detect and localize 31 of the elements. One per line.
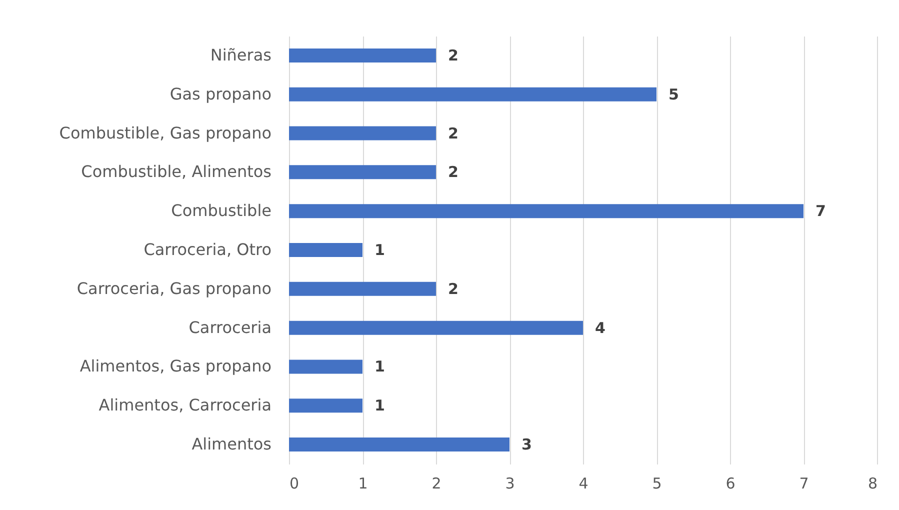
- y-tick-label: Alimentos, Gas propano: [80, 356, 272, 376]
- data-label: 2: [448, 124, 458, 142]
- data-label: 3: [522, 436, 532, 454]
- y-tick-label: Niñeras: [210, 45, 272, 64]
- x-tick-label: 4: [578, 474, 588, 492]
- data-label: 1: [374, 396, 385, 415]
- data-label: 5: [668, 85, 679, 104]
- y-tick-label: Carroceria, Otro: [144, 240, 272, 259]
- y-tick-label: Combustible, Gas propano: [59, 123, 272, 142]
- y-tick-label: Carroceria: [188, 318, 272, 337]
- y-tick-label: Alimentos, Carroceria: [98, 396, 272, 415]
- data-label: 4: [595, 318, 606, 337]
- data-label: 2: [448, 46, 458, 64]
- y-tick-label: Combustible: [171, 201, 272, 220]
- x-tick-label: 1: [358, 474, 368, 492]
- y-tick-label: Combustible, Alimentos: [81, 162, 272, 182]
- data-label: 1: [374, 358, 385, 376]
- data-label: 2: [448, 280, 458, 298]
- data-label: 1: [374, 241, 385, 259]
- y-tick-label: Alimentos: [192, 434, 272, 454]
- x-tick-label: 3: [505, 474, 515, 492]
- x-tick-label: 7: [799, 474, 809, 492]
- y-tick-label: Carroceria, Gas propano: [76, 278, 272, 298]
- y-tick-label: Gas propano: [170, 84, 272, 104]
- x-tick-label: 2: [432, 474, 442, 492]
- data-label: 7: [816, 202, 826, 220]
- x-tick-label: 0: [290, 474, 300, 492]
- x-tick-label: 5: [652, 474, 662, 492]
- x-tick-label: 6: [726, 474, 736, 492]
- x-tick-label: 8: [868, 474, 878, 492]
- data-label: 2: [448, 163, 458, 182]
